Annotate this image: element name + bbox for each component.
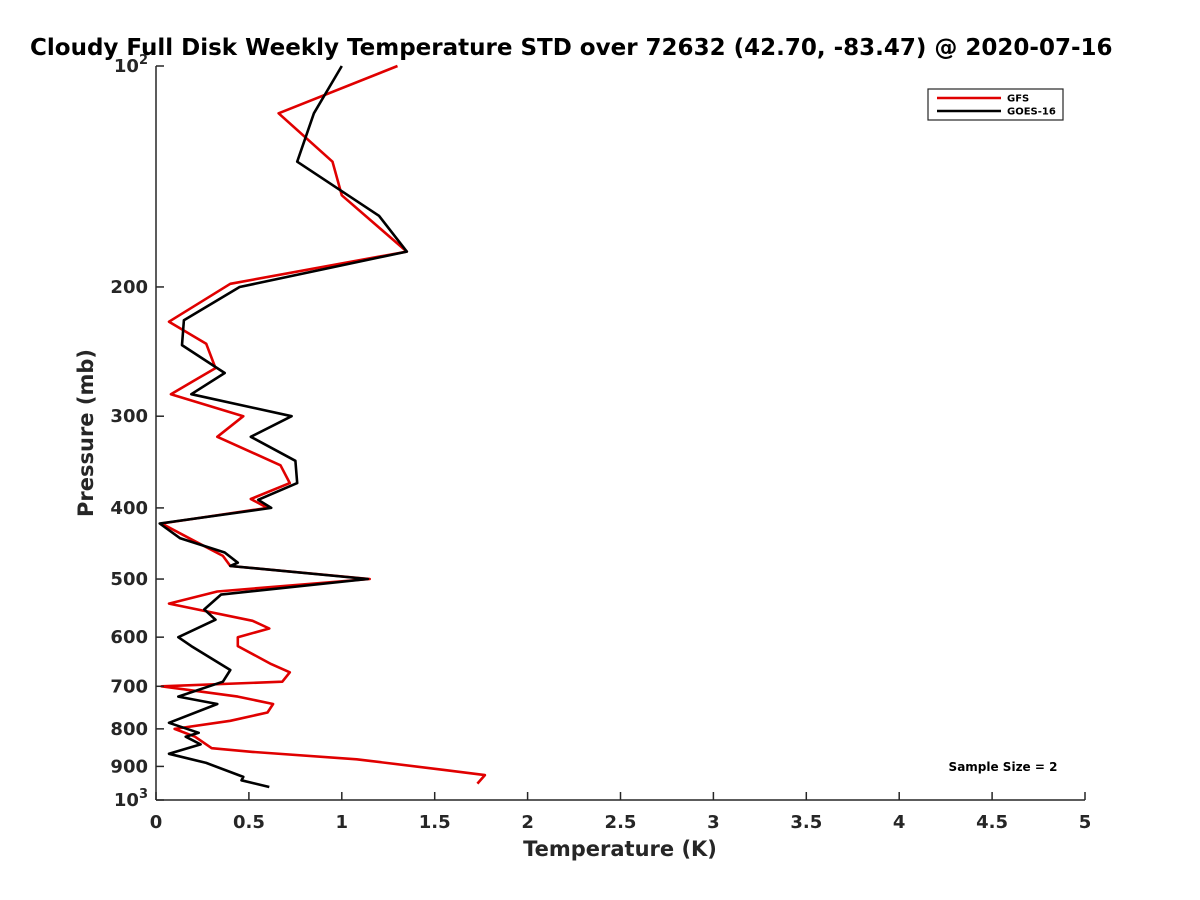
- x-tick-label: 4: [893, 812, 906, 833]
- y-tick-label: 900: [110, 756, 148, 777]
- y-axis-label: Pressure (mb): [74, 349, 98, 517]
- y-tick-label: 800: [110, 719, 148, 740]
- legend-box: [927, 88, 1064, 121]
- y-tick-label: 500: [110, 569, 148, 590]
- x-tick-label: 1.5: [419, 812, 451, 833]
- x-tick-label: 4.5: [976, 812, 1008, 833]
- legend-label: GFS: [1007, 94, 1029, 105]
- x-tick-label: 0: [150, 812, 163, 833]
- y-tick-label: 400: [110, 498, 148, 519]
- y-tick-label: 700: [110, 676, 148, 697]
- legend: GFS GOES-16: [927, 88, 1064, 121]
- x-tick-label: 0.5: [233, 812, 265, 833]
- legend-label: GOES-16: [1007, 107, 1056, 118]
- series-lines: [158, 64, 487, 789]
- x-ticks: 0 0.5 1 1.5 2 2.5 3 3.5 4 4.5 5: [150, 792, 1092, 833]
- sample-size-annotation: Sample Size = 2: [949, 760, 1058, 774]
- y-tick-label: 300: [110, 406, 148, 427]
- y-tick-label: 200: [110, 277, 148, 298]
- x-axis-label: Temperature (K): [523, 837, 717, 861]
- x-tick-label: 1: [336, 812, 349, 833]
- x-tick-label: 3.5: [790, 812, 822, 833]
- series-line-goes-16: [158, 65, 409, 789]
- x-tick-label: 5: [1079, 812, 1092, 833]
- x-tick-label: 2: [521, 812, 534, 833]
- series-line-gfs: [160, 64, 487, 785]
- y-tick-label: 103: [114, 787, 148, 811]
- chart-title: Cloudy Full Disk Weekly Temperature STD …: [30, 35, 1113, 61]
- x-tick-label: 3: [707, 812, 720, 833]
- y-tick-label: 600: [110, 627, 148, 648]
- x-tick-label: 2.5: [605, 812, 637, 833]
